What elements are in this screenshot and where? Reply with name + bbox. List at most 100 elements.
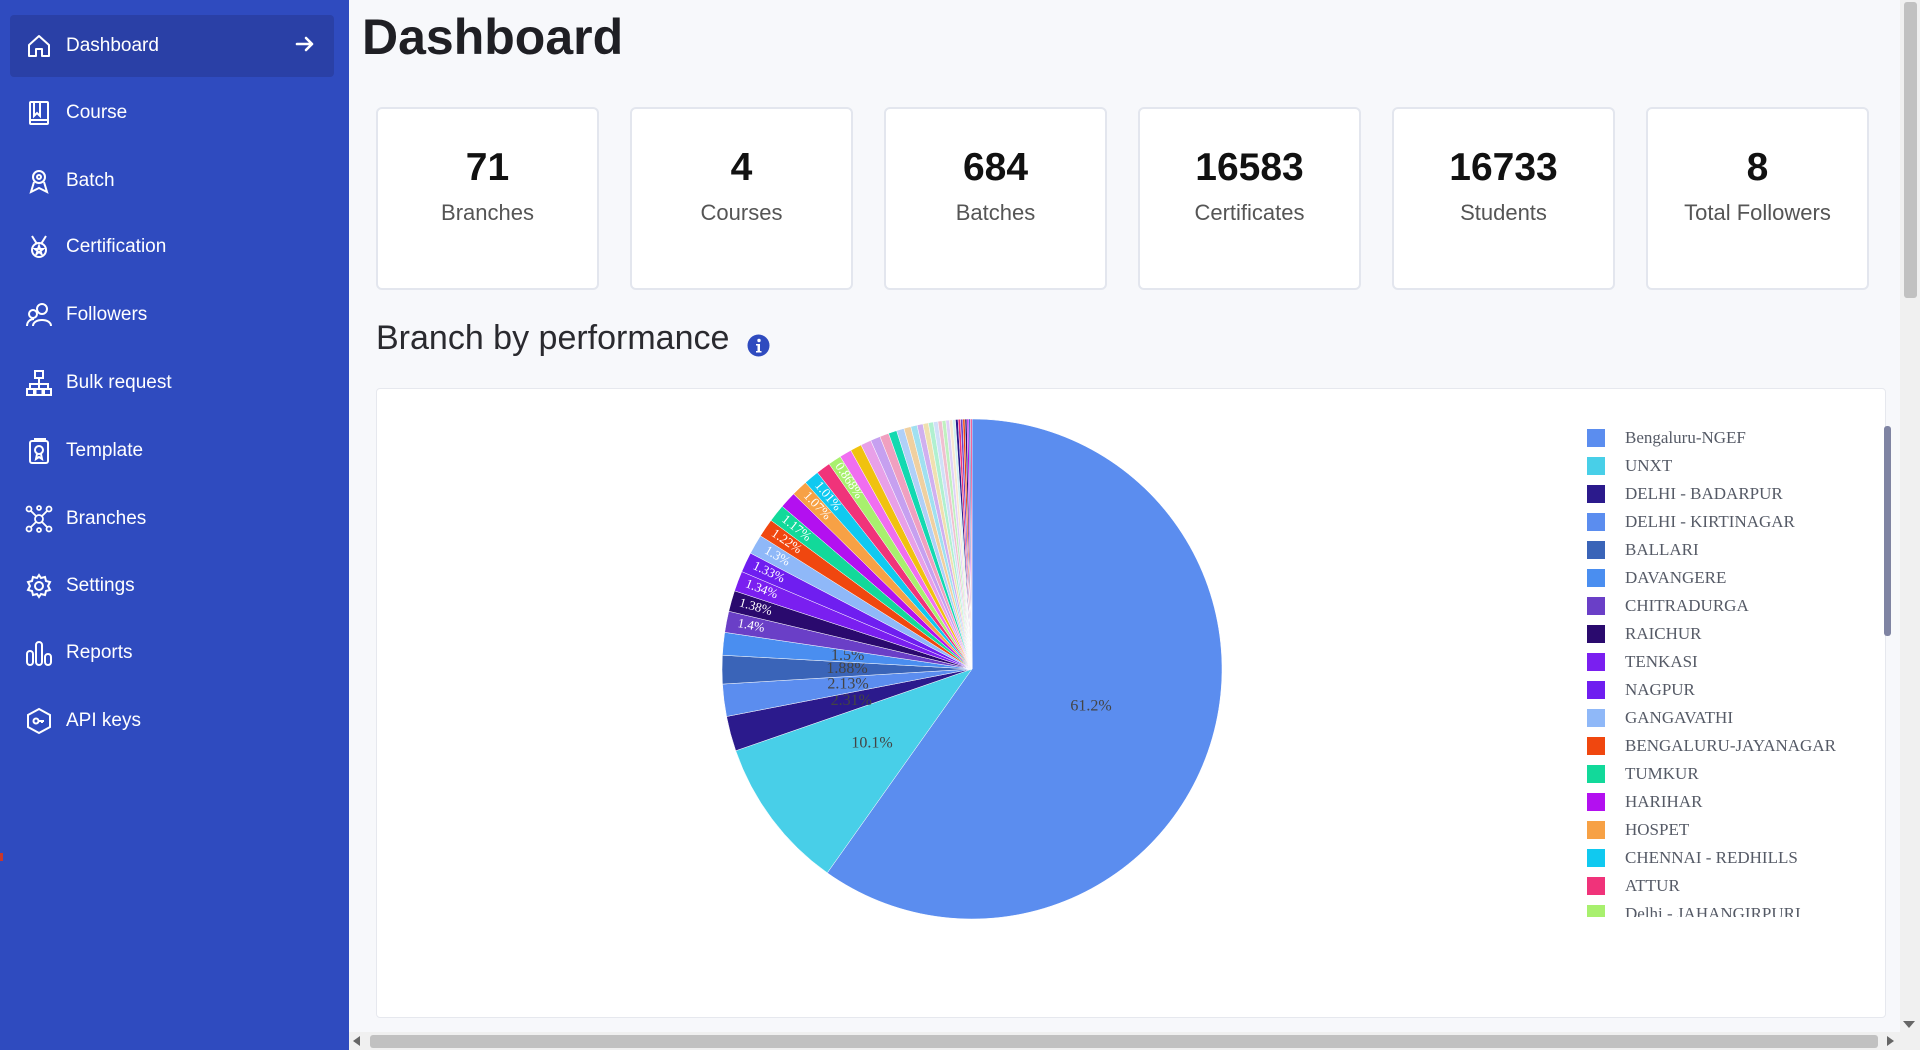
legend-label: Delhi - JAHANGIRPURI (1625, 904, 1801, 917)
legend-item[interactable]: UNXT (1577, 455, 1672, 477)
sidebar-item-followers[interactable]: Followers (10, 284, 334, 346)
pie-slice[interactable] (735, 668, 973, 874)
legend-label: GANGAVATHI (1625, 708, 1733, 727)
sidebar-item-reports[interactable]: Reports (10, 622, 334, 684)
pie-slice[interactable] (970, 418, 973, 670)
legend-swatch (1587, 765, 1605, 783)
legend-label: TUMKUR (1625, 764, 1699, 783)
sidebar-item-settings[interactable]: Settings (10, 555, 334, 617)
pie-slice-label: 2.31% (831, 692, 872, 709)
batch-icon (24, 166, 54, 196)
sidebar-item-label: Bulk request (66, 372, 172, 393)
pie-slice-label: 2.13% (827, 675, 868, 692)
stat-card-certificates[interactable]: 16583 Certificates (1138, 107, 1361, 290)
stat-card-students[interactable]: 16733 Students (1392, 107, 1615, 290)
stat-label: Students (1460, 200, 1547, 225)
stat-value: 71 (465, 146, 510, 189)
pie-slice-label: 1.88% (826, 660, 867, 677)
legend-item[interactable]: DAVANGERE (1577, 567, 1726, 589)
gear-icon (24, 571, 54, 601)
legend-label: CHENNAI - REDHILLS (1625, 848, 1798, 867)
sidebar-item-label: Batch (66, 170, 115, 191)
legend-item[interactable]: HARIHAR (1577, 791, 1702, 813)
arrow-right-icon (294, 33, 316, 61)
chart-legend: Bengaluru-NGEF UNXT DELHI - BADARPUR DELHI … (1577, 427, 1867, 917)
horizontal-scrollbar-thumb[interactable] (370, 1035, 1878, 1048)
legend-label: DELHI - BADARPUR (1625, 484, 1783, 503)
vertical-scrollbar-thumb[interactable] (1904, 2, 1917, 298)
sidebar-item-label: Course (66, 102, 128, 123)
stat-value: 8 (1746, 146, 1769, 189)
legend-label: BALLARI (1625, 540, 1699, 559)
scroll-right-arrow-icon[interactable] (1887, 1036, 1894, 1046)
sidebar-item-label: Reports (66, 642, 133, 663)
legend-label: HARIHAR (1625, 792, 1703, 811)
stat-card-batches[interactable]: 684 Batches (884, 107, 1107, 290)
scroll-down-arrow-icon[interactable] (1903, 1021, 1915, 1028)
legend-swatch (1587, 793, 1605, 811)
legend-scrollbar[interactable] (1884, 426, 1891, 636)
legend-item[interactable]: ATTUR (1577, 875, 1680, 897)
stat-card-branches[interactable]: 71 Branches (376, 107, 599, 290)
legend-swatch (1587, 821, 1605, 839)
legend-item[interactable]: Delhi - JAHANGIRPURI (1577, 903, 1801, 917)
legend-item[interactable]: CHITRADURGA (1577, 595, 1749, 617)
legend-item[interactable]: HOSPET (1577, 819, 1689, 841)
sidebar-item-api-keys[interactable]: API keys (10, 690, 334, 752)
legend-swatch (1587, 849, 1605, 867)
medal-icon (24, 232, 54, 262)
legend-item[interactable]: NAGPUR (1577, 679, 1695, 701)
legend-swatch (1587, 737, 1605, 755)
stat-card-total-followers[interactable]: 8 Total Followers (1646, 107, 1869, 290)
legend-swatch (1587, 709, 1605, 727)
legend-swatch (1587, 513, 1605, 531)
sidebar-item-label: Settings (66, 575, 135, 596)
sidebar-item-branches[interactable]: Branches (10, 488, 334, 550)
vertical-scrollbar[interactable] (1900, 0, 1920, 1032)
stat-label: Batches (955, 200, 1036, 225)
stat-value: 16583 (1195, 146, 1304, 189)
legend-label: DELHI - KIRTINAGAR (1625, 512, 1795, 531)
legend-label: Bengaluru-NGEF (1625, 428, 1746, 447)
stat-label: Total Followers (1684, 200, 1831, 225)
legend-swatch (1587, 457, 1605, 475)
legend-item[interactable]: DELHI - BADARPUR (1577, 483, 1783, 505)
sidebar-item-label: Followers (66, 304, 148, 325)
sidebar-item-course[interactable]: Course (10, 82, 334, 144)
sidebar-item-template[interactable]: Template (10, 420, 334, 482)
sidebar-item-label: Template (66, 440, 144, 461)
stat-label: Branches (441, 200, 534, 225)
chart-panel: 61.2% 10.1% 2.31% 2.13% 1.88% 1.5% 1.4% 1.38% 1.… (376, 388, 1891, 1018)
pie-slice[interactable] (826, 418, 1223, 920)
scroll-left-arrow-icon[interactable] (353, 1036, 360, 1046)
sidebar-item-batch[interactable]: Batch (10, 150, 334, 212)
legend-swatch (1587, 429, 1605, 447)
legend-swatch (1587, 597, 1605, 615)
legend-label: UNXT (1625, 456, 1673, 475)
sidebar-item-dashboard[interactable]: Dashboard (10, 15, 334, 77)
legend-item[interactable]: CHENNAI - REDHILLS (1577, 847, 1798, 869)
section-title-text: Branch by performance (376, 319, 730, 357)
legend-swatch (1587, 541, 1605, 559)
sidebar-item-bulk-request[interactable]: Bulk request (10, 352, 334, 414)
legend-item[interactable]: DELHI - KIRTINAGAR (1577, 511, 1795, 533)
legend-item[interactable]: Bengaluru-NGEF (1577, 427, 1746, 449)
sidebar-item-label: Branches (66, 508, 147, 529)
legend-item[interactable]: RAICHUR (1577, 623, 1702, 645)
sidebar-item-certification[interactable]: Certification (10, 216, 334, 278)
info-icon[interactable] (747, 327, 770, 357)
horizontal-scrollbar[interactable] (349, 1032, 1920, 1050)
legend-swatch (1587, 905, 1605, 917)
legend-label: DAVANGERE (1625, 568, 1727, 587)
stat-card-courses[interactable]: 4 Courses (630, 107, 853, 290)
sidebar-edge-mark (0, 853, 3, 861)
legend-item[interactable]: GANGAVATHI (1577, 707, 1733, 729)
pie-chart: 61.2%10.1%2.31%2.13%1.88%1.5%1.4%1.38%1.… (721, 418, 1223, 920)
legend-item[interactable]: BALLARI (1577, 539, 1699, 561)
legend-item[interactable]: TENKASI (1577, 651, 1698, 673)
legend-item[interactable]: BENGALURU-JAYANAGAR (1577, 735, 1836, 757)
stat-label: Certificates (1194, 200, 1305, 225)
stat-value: 4 (730, 146, 753, 189)
legend-label: NAGPUR (1625, 680, 1695, 699)
legend-item[interactable]: TUMKUR (1577, 763, 1699, 785)
